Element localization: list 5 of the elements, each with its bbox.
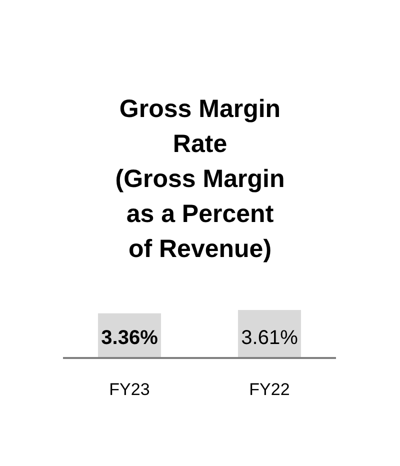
chart-title: Gross Margin Rate (Gross Margin as a Percent of Revenue) bbox=[115, 95, 285, 263]
x-tick-label: FY22 bbox=[249, 380, 290, 399]
data-label: 3.36% bbox=[101, 327, 158, 349]
x-tick-label: FY23 bbox=[109, 380, 150, 399]
data-label: 3.61% bbox=[241, 327, 298, 349]
